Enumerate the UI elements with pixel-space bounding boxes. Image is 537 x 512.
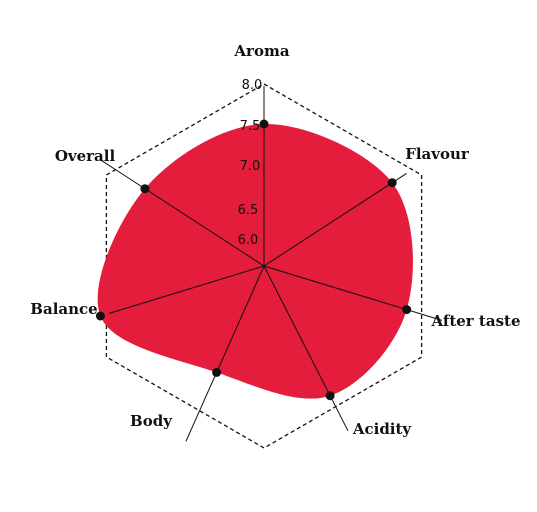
tick-label-3: 7.5 bbox=[240, 119, 261, 134]
axis-label-acidity: Acidity bbox=[352, 420, 413, 438]
data-point-0 bbox=[259, 119, 269, 129]
axis-labels: Aroma Flavour After taste Acidity Body Balanc… bbox=[30, 42, 520, 438]
spoke-2 bbox=[263, 265, 443, 321]
axis-label-after-taste: After taste bbox=[431, 312, 521, 330]
series-layer bbox=[97, 123, 413, 399]
axis-label-body: Body bbox=[130, 412, 173, 430]
data-point-2 bbox=[402, 305, 412, 315]
data-points bbox=[95, 119, 412, 401]
axis-label-balance: Balance bbox=[30, 300, 97, 318]
data-point-1 bbox=[387, 178, 397, 188]
spoke-5 bbox=[108, 265, 265, 314]
data-point-5 bbox=[95, 311, 105, 321]
data-point-6 bbox=[140, 184, 150, 194]
data-point-3 bbox=[325, 391, 335, 401]
tick-label-1: 6.5 bbox=[238, 203, 259, 218]
axis-label-overall: Overall bbox=[55, 147, 116, 165]
data-point-4 bbox=[212, 367, 222, 377]
tick-label-4: 8.0 bbox=[242, 78, 263, 93]
spoke-3 bbox=[263, 265, 349, 432]
radar-spokes bbox=[101, 86, 443, 442]
axis-label-aroma: Aroma bbox=[233, 42, 289, 60]
tick-label-0: 6.0 bbox=[238, 233, 259, 248]
spoke-1 bbox=[263, 172, 407, 267]
radial-tick-labels: 6.0 6.5 7.0 7.5 8.0 bbox=[238, 78, 263, 248]
axis-label-flavour: Flavour bbox=[405, 145, 470, 163]
spoke-4 bbox=[185, 265, 265, 442]
tick-label-2: 7.0 bbox=[240, 159, 261, 174]
series-area-0 bbox=[97, 123, 413, 399]
spoke-6 bbox=[101, 160, 265, 267]
